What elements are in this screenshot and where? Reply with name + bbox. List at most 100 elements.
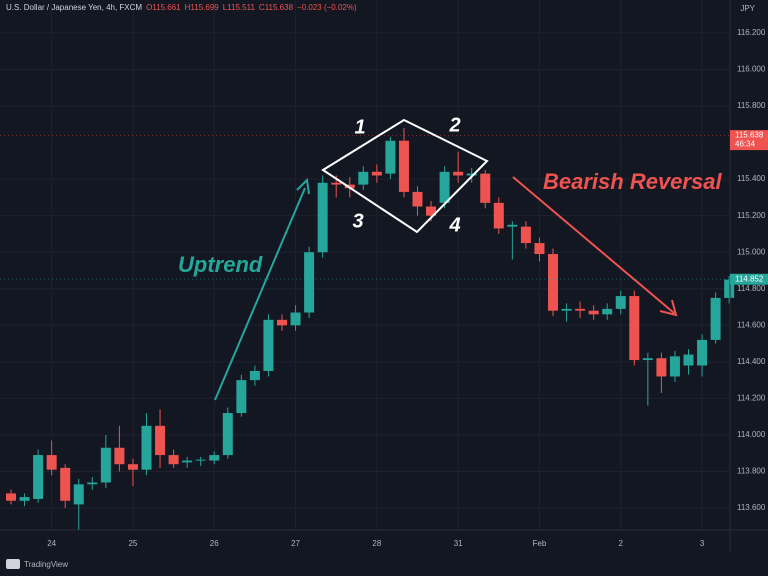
candle-body (615, 296, 626, 309)
candle-body (656, 358, 667, 377)
candle-body (480, 173, 491, 203)
candle-body (290, 312, 301, 326)
price-tag (730, 130, 768, 151)
price-tag (730, 273, 768, 285)
y-tick-label: 114.400 (737, 357, 766, 366)
diamond-pattern (321, 118, 489, 234)
annotation: 4 (448, 214, 460, 236)
x-tick-label: 2 (619, 539, 624, 548)
x-tick-label: 25 (128, 539, 137, 548)
header-text: C115.638 (259, 3, 294, 12)
annotation: 1 (354, 116, 365, 138)
candle-body (398, 140, 409, 192)
candle-body (249, 371, 260, 381)
header-text: L115.511 (223, 3, 256, 12)
candle-body (426, 206, 437, 216)
candle-body (507, 224, 518, 227)
candle-body (466, 173, 477, 176)
candle-body (385, 140, 396, 174)
y-tick-label: 114.600 (737, 320, 766, 329)
candle-body (412, 191, 423, 207)
candle-body (561, 308, 572, 311)
candle-body (60, 467, 71, 501)
annotation: 3 (352, 210, 363, 232)
header-text: −0.023 (−0.02%) (297, 3, 357, 12)
candle-body (33, 455, 44, 499)
x-tick-label: Feb (533, 539, 547, 548)
y-tick-label: 115.400 (737, 174, 766, 183)
candle-body (575, 308, 586, 311)
candle-body (304, 252, 315, 313)
candle-body (710, 297, 721, 340)
candle-body (453, 171, 464, 176)
candle-body (6, 493, 16, 501)
candle-body (100, 447, 111, 483)
candle-body (46, 455, 57, 470)
candles (6, 127, 735, 530)
currency: JPY (740, 4, 755, 13)
candle-body (127, 464, 138, 470)
y-tick-label: 113.600 (737, 503, 766, 512)
x-tick-label: 28 (372, 539, 381, 548)
uptrend-arrow (214, 187, 306, 401)
candle-body (195, 459, 206, 461)
candle-body (602, 308, 613, 315)
candle-body (439, 171, 450, 203)
candle-body (493, 202, 504, 229)
candle-body (331, 182, 342, 185)
axes: 113.600 113.800 114.000 114.200 114.400 114.6… (0, 28, 768, 548)
logo (6, 559, 20, 569)
x-tick-label: 31 (454, 539, 463, 548)
candle-body (317, 182, 328, 253)
header: U.S. Dollar / Japanese Yen, 4h, FXCM O115… (6, 3, 357, 12)
candle-body (141, 425, 152, 470)
candle-body (168, 455, 179, 465)
x-tick-label: 27 (291, 539, 300, 548)
candle-body (263, 319, 274, 371)
x-tick-label: 26 (210, 539, 219, 548)
candle-body (182, 460, 193, 463)
candle-body (520, 226, 531, 244)
price-tag-label: 115.638 (735, 131, 764, 140)
candle-body (209, 455, 220, 461)
candle-body (114, 447, 125, 465)
header-text: H115.699 (185, 3, 220, 12)
price-tag-label: 114.852 (735, 274, 764, 283)
annotation: Uptrend (178, 252, 263, 277)
countdown: 46:34 (735, 140, 756, 149)
header-text: O115.661 (146, 3, 181, 12)
candle-body (358, 171, 369, 185)
annotation: 2 (448, 114, 460, 136)
arrow-head (296, 177, 310, 195)
candle-body (87, 482, 98, 485)
arrow-head (659, 299, 678, 317)
y-tick-label: 114.000 (737, 430, 766, 439)
candle-body (669, 356, 680, 377)
candle-body (548, 254, 558, 311)
candle-body (155, 425, 166, 456)
candle-body (683, 354, 694, 366)
x-tick-label: 3 (700, 539, 705, 548)
candle-body (277, 319, 287, 326)
y-tick-label: 114.800 (737, 284, 766, 293)
header-text: U.S. Dollar / Japanese Yen, 4h, FXCM (6, 3, 142, 12)
y-tick-label: 113.800 (737, 467, 766, 476)
y-tick-label: 116.200 (737, 28, 766, 37)
candle-body (371, 171, 382, 176)
candle-body (697, 339, 708, 366)
y-tick-label: 115.000 (737, 247, 766, 256)
candle-body (222, 413, 233, 456)
candle-body (629, 296, 640, 361)
candle-body (534, 243, 545, 255)
candle-body (588, 310, 599, 315)
candle-body (19, 497, 30, 501)
footer: TradingView (24, 560, 68, 569)
x-tick-label: 24 (47, 539, 56, 548)
candle-body (724, 279, 735, 298)
candle-body (642, 358, 653, 361)
y-tick-label: 114.200 (737, 394, 766, 403)
y-tick-label: 116.000 (737, 65, 766, 74)
